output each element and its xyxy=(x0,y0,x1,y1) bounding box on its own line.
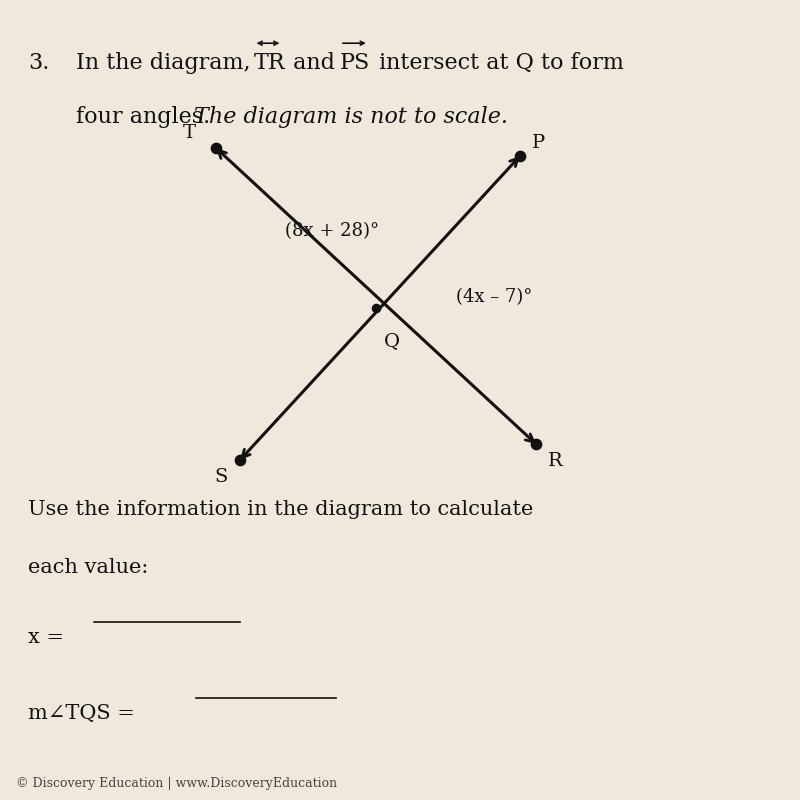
Text: intersect at Q to form: intersect at Q to form xyxy=(372,52,624,74)
Point xyxy=(530,438,542,450)
Point xyxy=(234,454,246,466)
Text: and: and xyxy=(286,52,342,74)
Point xyxy=(514,150,526,162)
Text: P: P xyxy=(532,134,546,152)
Text: The diagram is not to scale.: The diagram is not to scale. xyxy=(194,106,509,128)
Text: T: T xyxy=(183,123,196,142)
Text: m∠TQS =: m∠TQS = xyxy=(28,704,142,723)
Text: each value:: each value: xyxy=(28,558,148,577)
Text: TR: TR xyxy=(254,52,286,74)
Text: In the diagram,: In the diagram, xyxy=(76,52,258,74)
Text: © Discovery Education | www.DiscoveryEducation: © Discovery Education | www.DiscoveryEdu… xyxy=(16,778,337,790)
Text: PS: PS xyxy=(340,52,370,74)
Point xyxy=(370,302,382,314)
Text: four angles.: four angles. xyxy=(76,106,218,128)
Point xyxy=(210,142,222,154)
Text: x =: x = xyxy=(28,628,70,647)
Text: (8x + 28)°: (8x + 28)° xyxy=(285,222,379,240)
Text: Use the information in the diagram to calculate: Use the information in the diagram to ca… xyxy=(28,500,534,519)
Text: (4x – 7)°: (4x – 7)° xyxy=(456,288,532,306)
Text: Q: Q xyxy=(384,332,400,350)
Text: 3.: 3. xyxy=(28,52,50,74)
Text: S: S xyxy=(214,468,228,486)
Text: R: R xyxy=(548,452,562,470)
